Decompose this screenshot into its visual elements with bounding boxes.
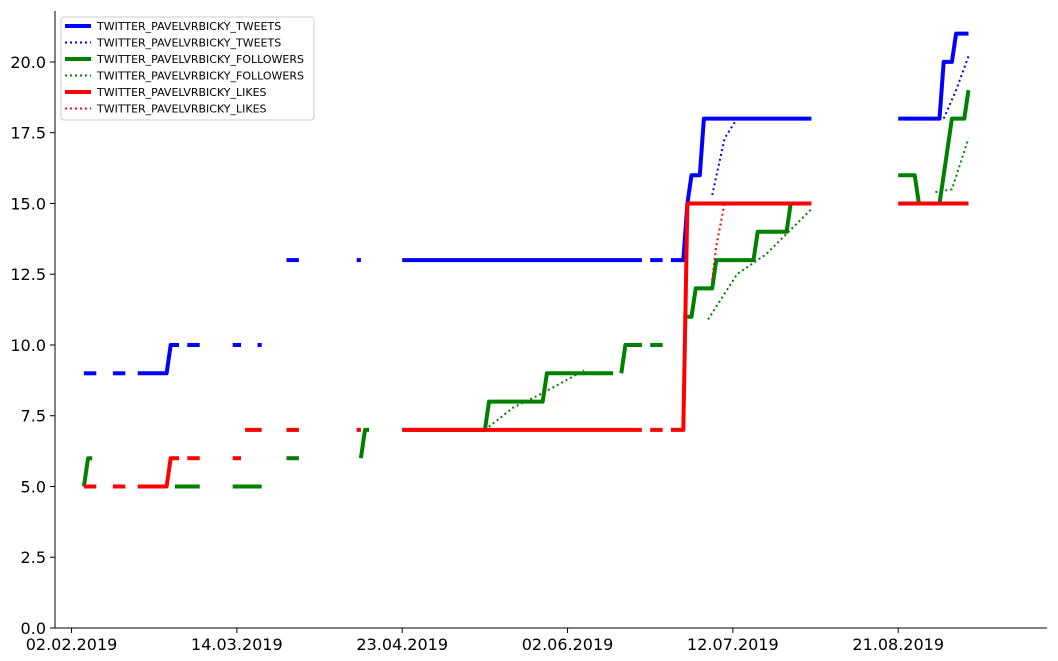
- legend-label: TWITTER_PAVELVRBICKY_FOLLOWERS: [96, 53, 304, 66]
- series-line-4-10: [670, 201, 812, 432]
- x-tick-label: 12.07.2019: [687, 635, 779, 654]
- y-tick-label: 2.5: [21, 548, 46, 567]
- series-line-2-6: [619, 343, 642, 374]
- series-line-2-5: [402, 371, 613, 432]
- series-line-0-11: [898, 31, 969, 121]
- series-1-dotted: [711, 55, 970, 196]
- legend-label: TWITTER_PAVELVRBICKY_FOLLOWERS: [96, 70, 304, 83]
- legend-frame: [60, 16, 315, 121]
- y-tick-label: 10.0: [10, 336, 46, 355]
- x-tick-label: 14.03.2019: [191, 635, 283, 654]
- x-tick-label: 02.06.2019: [522, 635, 614, 654]
- series-line-2-0: [81, 456, 93, 487]
- y-tick-label: 12.5: [10, 265, 46, 284]
- y-axis-ticks: 0.0 2.5 5.0 7.5 10.0 12.5 15.0 17.5 20.0: [10, 53, 55, 638]
- series-line-1-1: [942, 55, 970, 120]
- x-tick-label: 23.04.2019: [356, 635, 448, 654]
- series-line-1-0: [711, 118, 738, 196]
- series-line-2-8: [683, 201, 812, 319]
- legend-label: TWITTER_PAVELVRBICKY_LIKES: [96, 103, 267, 116]
- legend-label: TWITTER_PAVELVRBICKY_LIKES: [96, 86, 267, 99]
- y-tick-label: 17.5: [10, 124, 46, 143]
- x-tick-label: 02.02.2019: [26, 635, 118, 654]
- series-layer: [81, 31, 971, 489]
- y-tick-label: 7.5: [21, 407, 46, 426]
- y-tick-label: 0.0: [21, 619, 46, 638]
- series-line-0-2: [137, 343, 179, 376]
- y-tick-label: 20.0: [10, 53, 46, 72]
- y-tick-label: 5.0: [21, 477, 46, 496]
- series-line-2-9: [898, 89, 971, 206]
- series-3-dotted: [484, 138, 970, 431]
- y-tick-label: 15.0: [10, 194, 46, 213]
- legend-label: TWITTER_PAVELVRBICKY_TWEETS: [96, 37, 281, 50]
- series-line-3-1: [707, 208, 813, 321]
- series-4-solid: [83, 201, 969, 489]
- x-tick-label: 21.08.2019: [852, 635, 944, 654]
- legend: TWITTER_PAVELVRBICKY_TWEETS TWITTER_PAVEL…: [60, 16, 315, 121]
- series-2-solid: [81, 89, 971, 489]
- series-line-0-10: [670, 116, 812, 263]
- series-line-3-2: [935, 138, 970, 194]
- series-line-4-2: [137, 456, 179, 489]
- plot-area: 0.0 2.5 5.0 7.5 10.0 12.5 15.0 17.5 20.0 02.02.2…: [10, 11, 1047, 654]
- series-line-5-0: [711, 203, 726, 281]
- series-5-dotted: [711, 203, 726, 281]
- x-axis-ticks: 02.02.2019 14.03.2019 23.04.2019 02.06.2019…: [26, 628, 944, 654]
- series-line-2-4: [358, 427, 370, 459]
- legend-label: TWITTER_PAVELVRBICKY_TWEETS: [96, 20, 281, 33]
- series-0-solid: [83, 31, 969, 376]
